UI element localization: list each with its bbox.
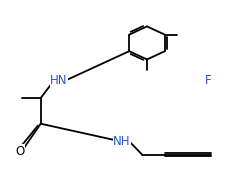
Text: NH: NH xyxy=(113,135,130,148)
Text: O: O xyxy=(15,145,25,158)
Text: F: F xyxy=(204,74,211,87)
Text: HN: HN xyxy=(50,74,68,87)
